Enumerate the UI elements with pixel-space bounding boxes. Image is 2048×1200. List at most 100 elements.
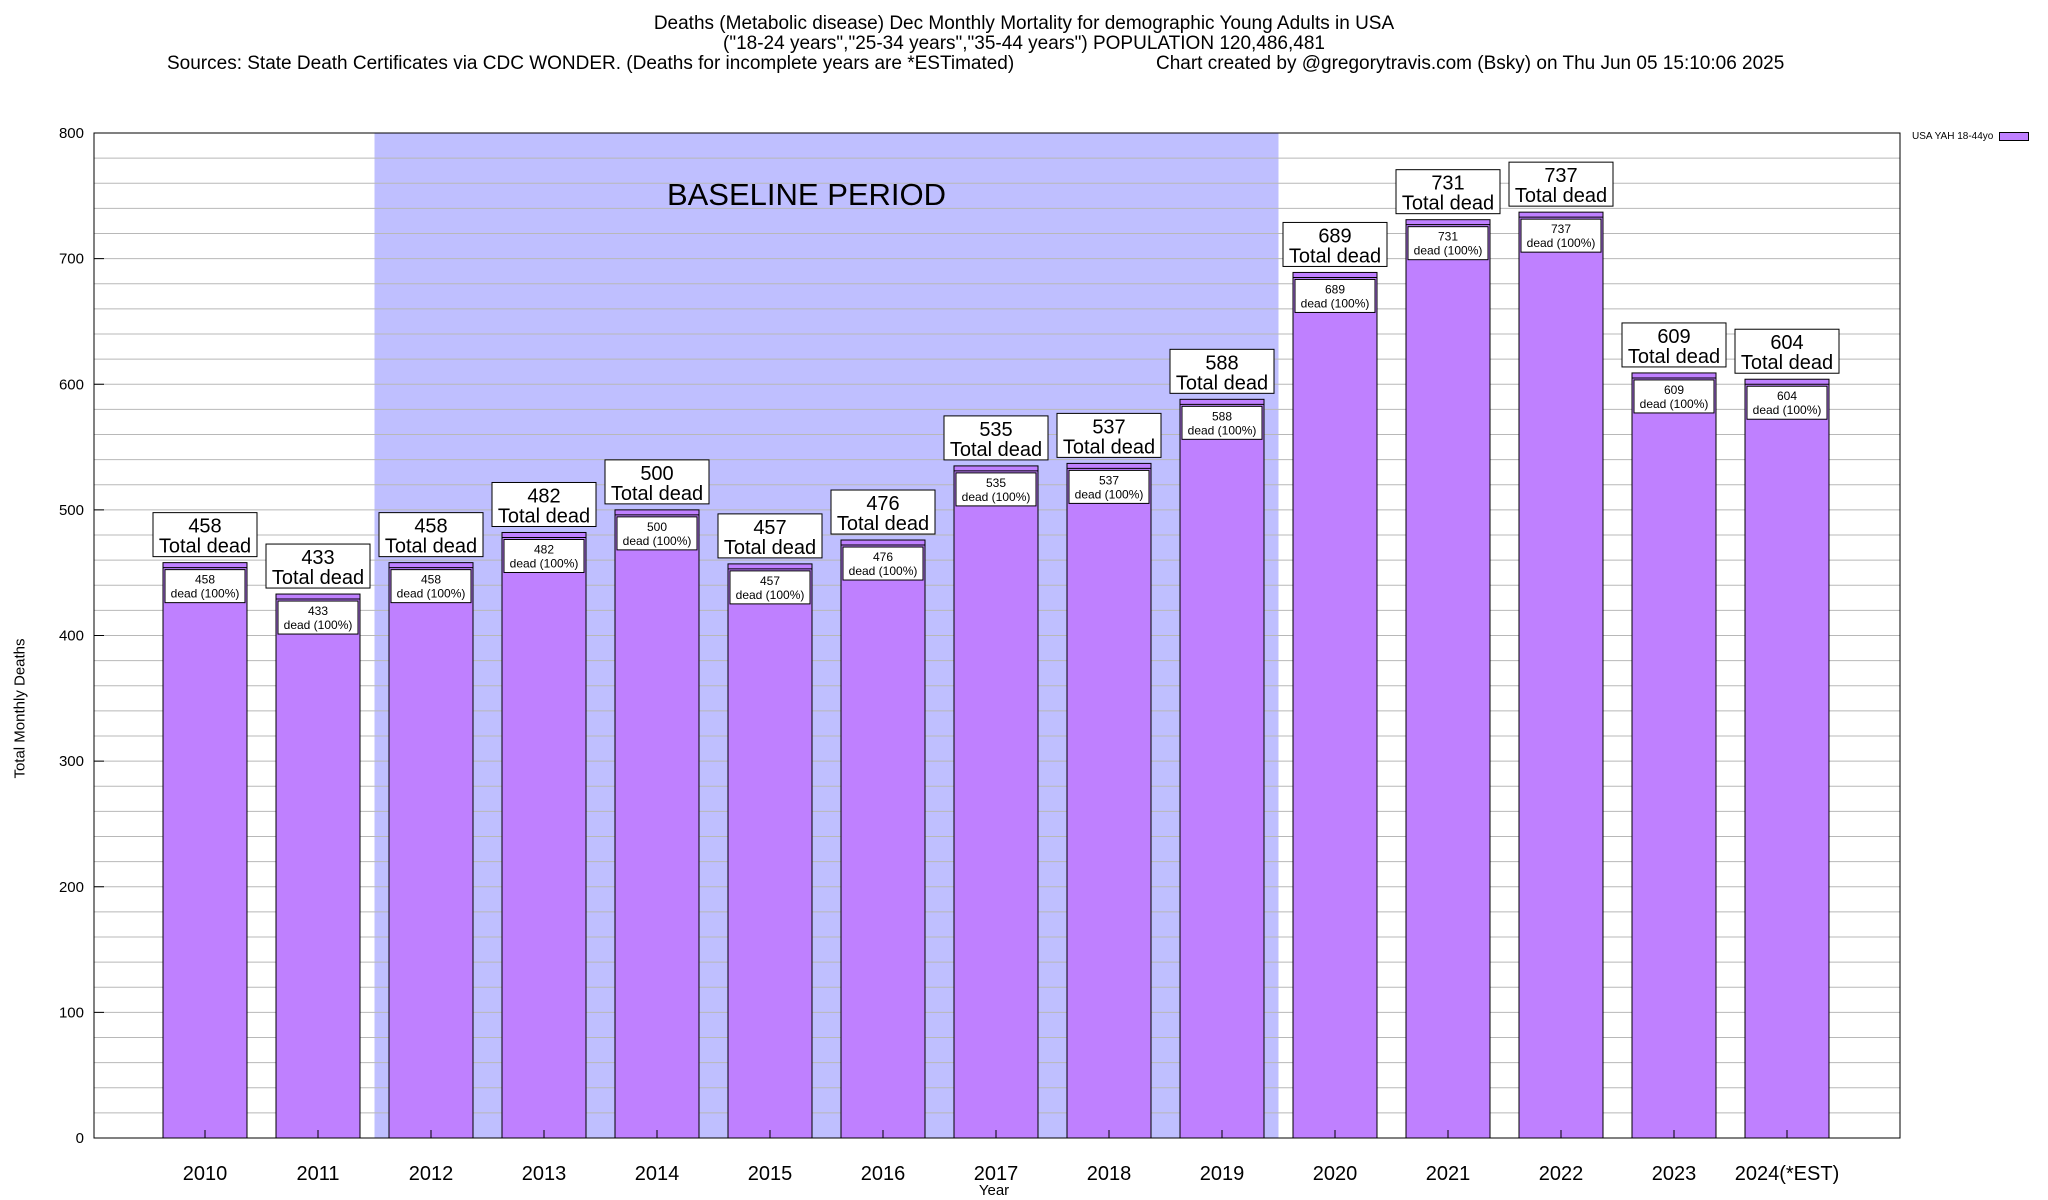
- bar-inner-percent: dead (100%): [171, 587, 240, 601]
- bar-total-label-box: [1734, 328, 1840, 374]
- y-tick-label: 800: [59, 125, 84, 142]
- bar-inner-label-box: [277, 600, 359, 635]
- bar-inner-value: 535: [986, 476, 1006, 490]
- x-tick-label: 2010: [183, 1163, 228, 1185]
- bar-inner-value: 457: [760, 574, 780, 588]
- bar-inner-percent: dead (100%): [1753, 403, 1822, 417]
- bar-inner-value: 482: [534, 542, 554, 556]
- bar-total-text: Total dead: [837, 513, 929, 535]
- bar: [162, 562, 248, 1139]
- bar-total-label-box: [1508, 161, 1614, 207]
- bar-inner-label-box: [164, 569, 246, 604]
- bar-inner-label-box: [1520, 218, 1602, 253]
- y-tick-label: 500: [59, 502, 84, 519]
- bar: [1744, 378, 1830, 1139]
- bar-inner-percent: dead (100%): [962, 490, 1031, 504]
- x-tick-label: 2019: [1200, 1163, 1245, 1185]
- bar-inner-value: 609: [1664, 383, 1684, 397]
- bar-total-text: Total dead: [611, 483, 703, 505]
- bar-inner-label-box: [729, 570, 811, 605]
- x-tick-label: 2020: [1313, 1163, 1358, 1185]
- bar: [1518, 211, 1604, 1139]
- bar-inner-value: 500: [647, 520, 667, 534]
- bar-total-value: 588: [1205, 352, 1238, 374]
- bar: [1179, 398, 1265, 1139]
- bar-total-label-box: [152, 512, 258, 558]
- bar-total-text: Total dead: [385, 536, 477, 558]
- bar-total-label-box: [943, 415, 1049, 461]
- x-tick-label: 2022: [1539, 1163, 1584, 1185]
- plot-border: [93, 132, 1901, 1139]
- y-tick-label: 600: [59, 376, 84, 393]
- bar-inner-value: 588: [1212, 409, 1232, 423]
- x-tick-label: 2017: [974, 1163, 1019, 1185]
- y-tick-label: 0: [76, 1130, 84, 1147]
- bar-inner-percent: dead (100%): [1188, 423, 1257, 437]
- bar-total-value: 482: [527, 485, 560, 507]
- bar-total-value: 737: [1544, 165, 1577, 187]
- y-tick-label: 300: [59, 753, 84, 770]
- y-tick-label: 400: [59, 628, 84, 645]
- bar-inner-percent: dead (100%): [736, 588, 805, 602]
- bar-inner-label-box: [1746, 385, 1828, 420]
- bar-total-value: 604: [1770, 332, 1803, 354]
- x-tick-label: 2021: [1426, 1163, 1471, 1185]
- bar-total-value: 458: [414, 516, 447, 538]
- bar-inner-value: 476: [873, 550, 893, 564]
- x-tick-label: 2013: [522, 1163, 567, 1185]
- bar-total-text: Total dead: [950, 439, 1042, 461]
- bar-total-value: 609: [1657, 326, 1690, 348]
- bar-inner-percent: dead (100%): [397, 587, 466, 601]
- bar: [1405, 219, 1491, 1139]
- x-tick-label: 2015: [748, 1163, 793, 1185]
- bar-total-value: 731: [1431, 173, 1464, 195]
- bar-inner-label-box: [842, 546, 924, 581]
- bar-total-label-box: [1056, 412, 1162, 458]
- bar-inner-label-box: [955, 472, 1037, 507]
- bar-total-text: Total dead: [498, 505, 590, 527]
- bar-total-text: Total dead: [1741, 352, 1833, 374]
- bar-total-value: 500: [640, 463, 673, 485]
- bar-total-label-box: [265, 543, 371, 589]
- chart-title-line-1: Deaths (Metabolic disease) Dec Monthly M…: [653, 13, 1395, 34]
- bar-total-text: Total dead: [1515, 185, 1607, 207]
- y-tick-label: 700: [59, 251, 84, 268]
- bar-total-value: 458: [188, 516, 221, 538]
- bar-total-value: 457: [753, 517, 786, 539]
- bar: [1631, 372, 1717, 1139]
- chart-title-line-2: ("18-24 years","25-34 years","35-44 year…: [723, 33, 1325, 54]
- bar-inner-percent: dead (100%): [510, 556, 579, 570]
- bar-inner-value: 604: [1777, 389, 1797, 403]
- bar-inner-value: 731: [1438, 230, 1458, 244]
- bar-total-label-box: [1395, 169, 1501, 215]
- bar-inner-label-box: [616, 516, 698, 551]
- x-tick-label: 2011: [296, 1163, 339, 1185]
- bar-inner-value: 689: [1325, 282, 1345, 296]
- bar-inner-percent: dead (100%): [284, 618, 353, 632]
- x-tick-label: 2023: [1652, 1163, 1697, 1185]
- bar-total-text: Total dead: [1176, 372, 1268, 394]
- bar: [501, 531, 587, 1139]
- bar-inner-percent: dead (100%): [849, 564, 918, 578]
- bar-total-text: Total dead: [724, 537, 816, 559]
- bar: [953, 465, 1039, 1139]
- bar-inner-value: 458: [195, 573, 215, 587]
- bar-inner-percent: dead (100%): [1301, 296, 1370, 310]
- bar-total-label-box: [1282, 221, 1388, 267]
- bar-inner-percent: dead (100%): [1527, 236, 1596, 250]
- bar-inner-value: 537: [1099, 473, 1119, 487]
- bar-inner-percent: dead (100%): [1414, 244, 1483, 258]
- bar-total-label-box: [378, 512, 484, 558]
- x-tick-label: 2014: [635, 1163, 680, 1185]
- bar: [1292, 271, 1378, 1139]
- bar-total-label-box: [830, 489, 936, 535]
- bar-inner-label-box: [1633, 379, 1715, 414]
- bar-total-value: 689: [1318, 225, 1351, 247]
- x-tick-label: 2018: [1087, 1163, 1132, 1185]
- y-tick-label: 200: [59, 879, 84, 896]
- bar-total-text: Total dead: [272, 567, 364, 589]
- bar-inner-label-box: [1294, 278, 1376, 313]
- bar-inner-percent: dead (100%): [623, 534, 692, 548]
- bar: [727, 563, 813, 1139]
